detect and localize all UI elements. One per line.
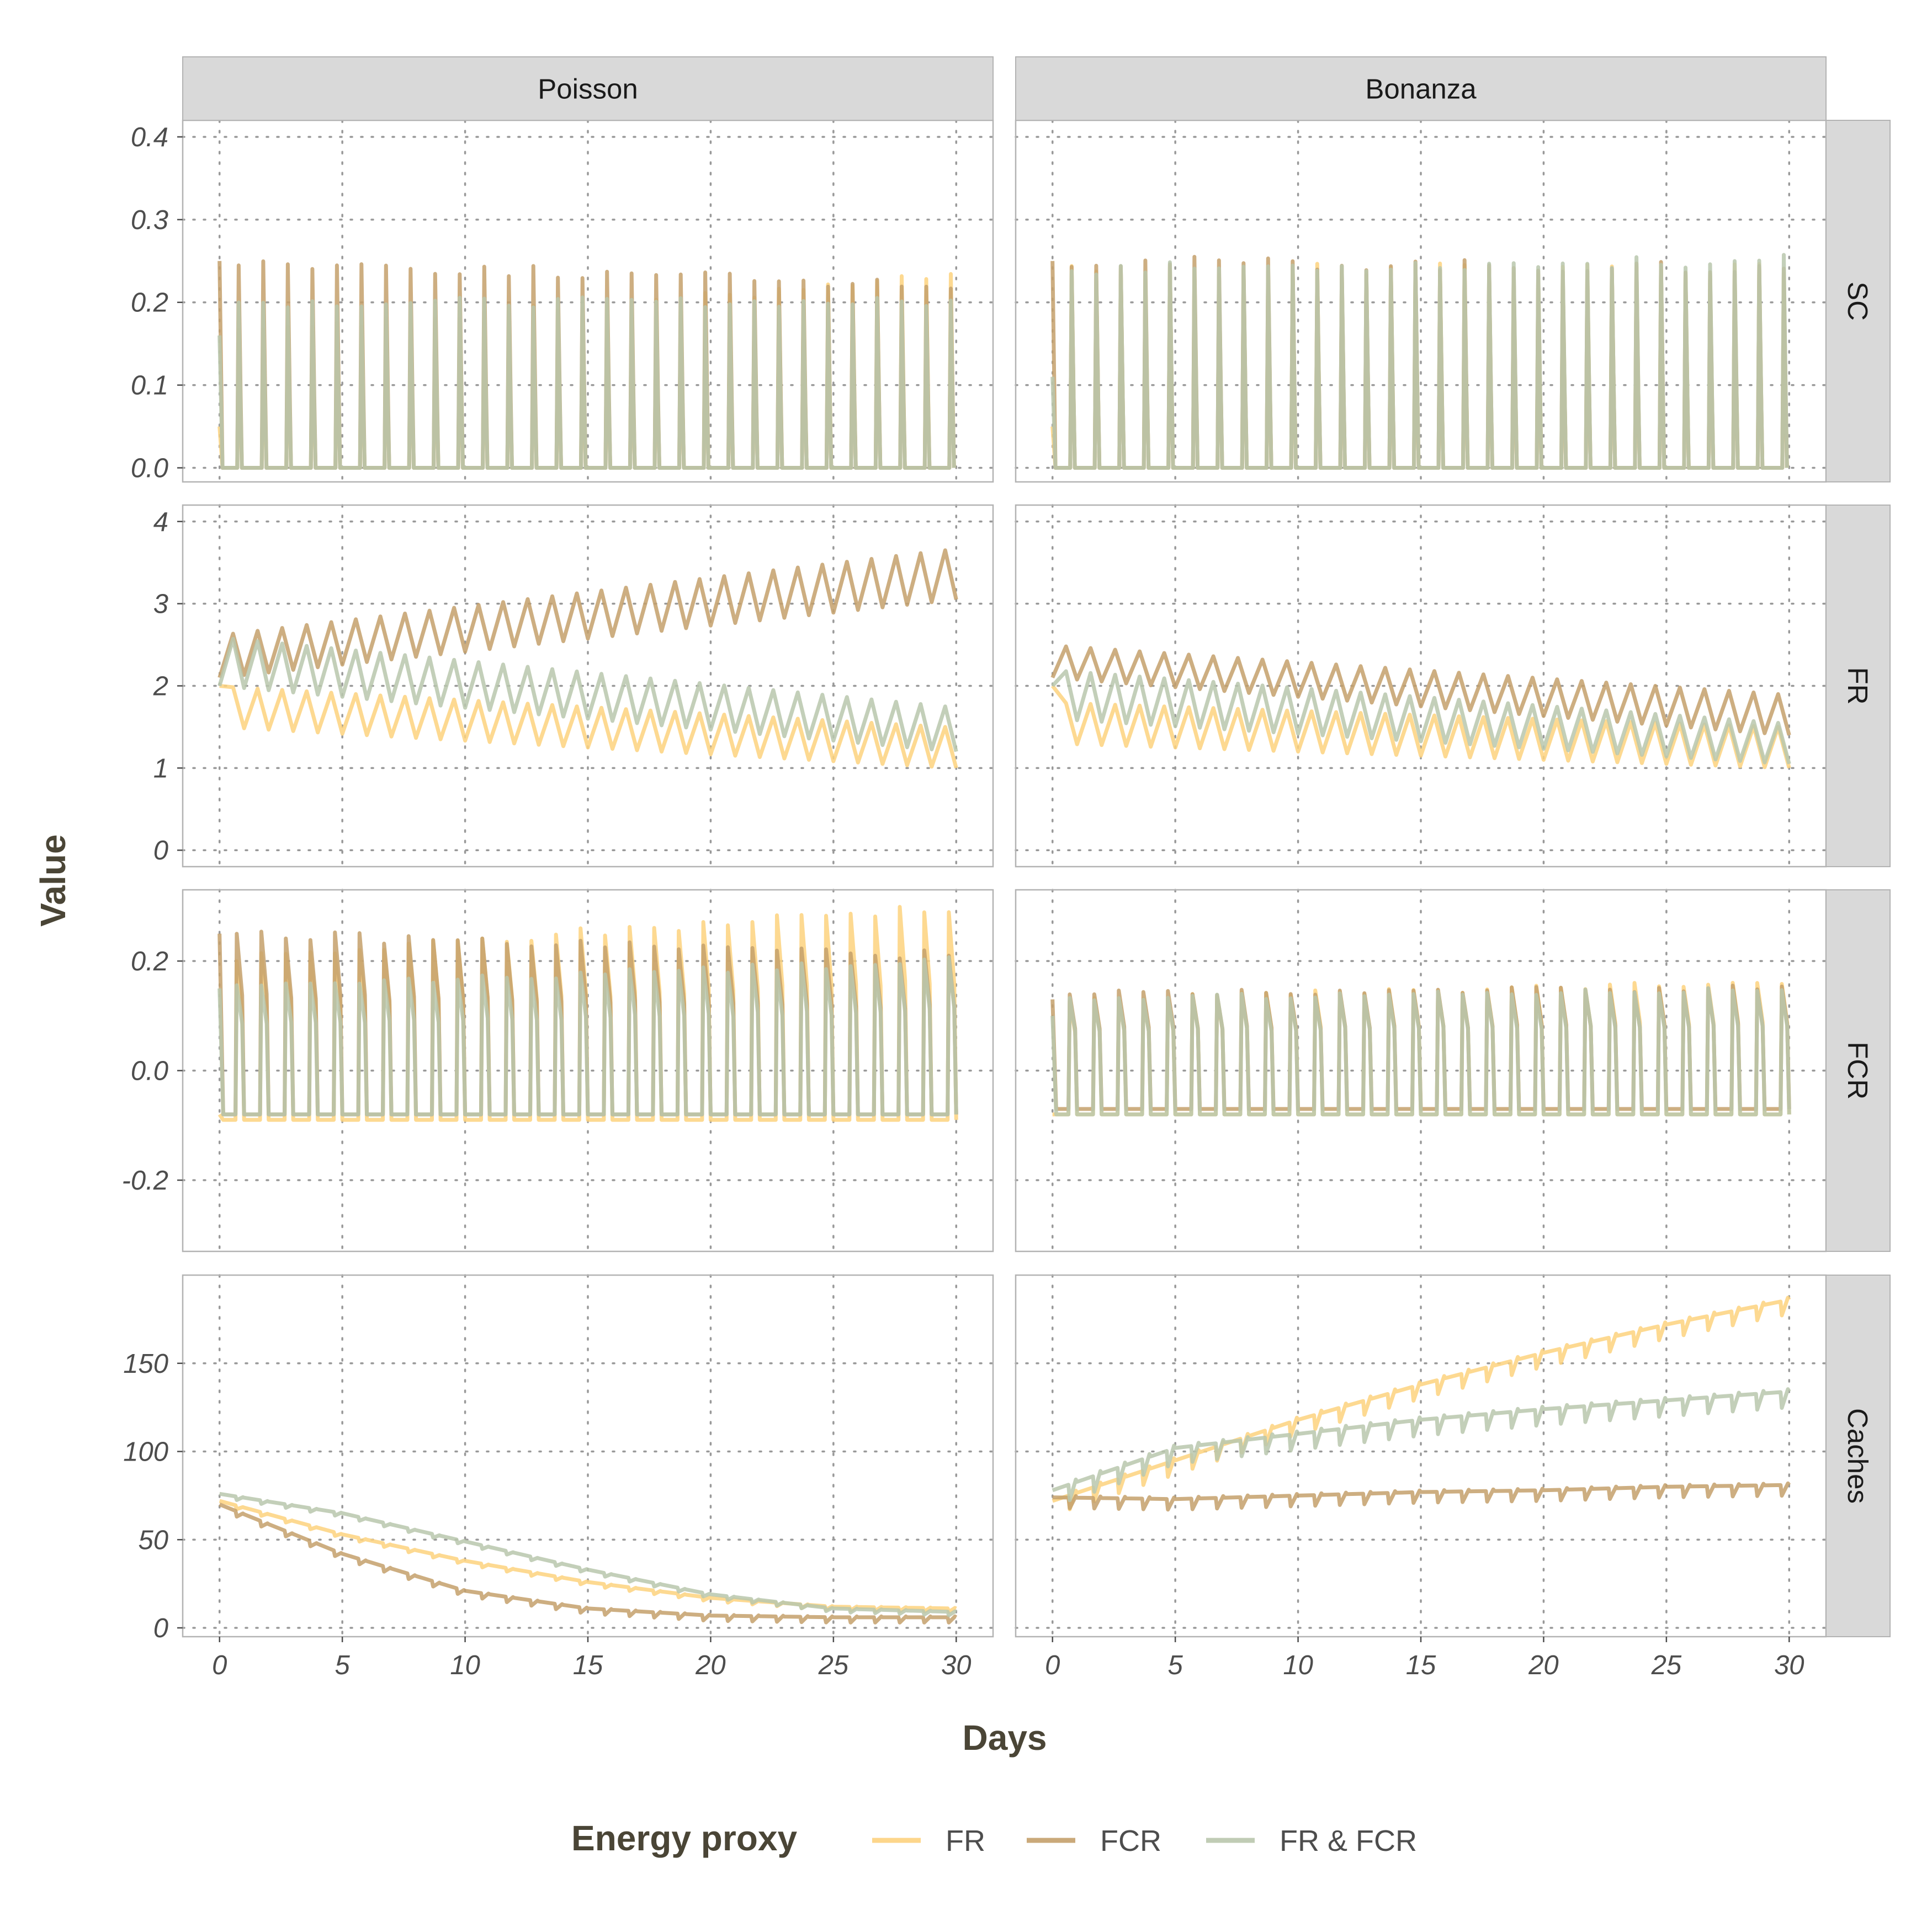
y-tick-label-fr-4: 4: [153, 507, 168, 537]
x-tick-label-bonanza-5: 25: [1651, 1650, 1682, 1680]
y-tick-label-fcr-2: 0.2: [131, 947, 168, 976]
series-group-fcr-bonanza: [1050, 981, 1791, 1117]
x-tick-label-poisson-2: 10: [450, 1650, 480, 1680]
series-group-fr-bonanza: [1050, 644, 1791, 769]
legend-label-fr: FR: [946, 1824, 985, 1857]
x-tick-label-poisson-0: 0: [212, 1650, 227, 1680]
x-tick-label-bonanza-4: 20: [1528, 1650, 1559, 1680]
x-axis-title: Days: [963, 1718, 1047, 1758]
x-tick-label-bonanza-0: 0: [1045, 1650, 1060, 1680]
series-line-fr-fcr-caches-bonanza: [1052, 1387, 1791, 1503]
y-tick-label-sc-1: 0.1: [131, 371, 168, 401]
series-line-fr-fr-bonanza: [1050, 684, 1791, 769]
y-tick-label-caches-2: 100: [123, 1437, 168, 1467]
x-tick-label-poisson-4: 20: [695, 1650, 726, 1680]
series-line-fr-caches-bonanza: [1052, 1296, 1791, 1511]
series-line-fr-fr-poisson: [219, 684, 958, 769]
y-tick-label-fr-0: 0: [153, 836, 168, 866]
x-tick-label-bonanza-2: 10: [1283, 1650, 1313, 1680]
strip-label-sc: SC: [1842, 282, 1873, 321]
x-tick-label-poisson-1: 5: [335, 1650, 351, 1680]
x-tick-label-poisson-6: 30: [941, 1650, 972, 1680]
y-tick-label-sc-4: 0.4: [131, 123, 168, 152]
series-line-fr-fcr-fr-bonanza: [1051, 669, 1791, 765]
data-series: [217, 253, 1791, 1625]
y-tick-label-fcr-1: 0.0: [131, 1057, 168, 1086]
strip-sc: [1825, 120, 1891, 482]
series-group-fr-poisson: [217, 548, 958, 769]
strip-labels: Poisson Bonanza SC FR FCR Caches: [182, 56, 1891, 1637]
y-tick-label-sc-3: 0.3: [131, 205, 168, 235]
strip-caches: [1825, 1275, 1891, 1637]
strip-label-bonanza: Bonanza: [1365, 73, 1477, 105]
y-tick-label-caches-1: 50: [138, 1525, 168, 1555]
series-group-caches-bonanza: [1052, 1296, 1791, 1512]
strip-label-poisson: Poisson: [538, 73, 638, 105]
legend-label-fcr: FCR: [1100, 1824, 1161, 1857]
series-line-fcr-caches-bonanza: [1052, 1481, 1791, 1512]
series-group-sc-bonanza: [1050, 253, 1789, 470]
y-tick-label-sc-0: 0.0: [131, 454, 168, 484]
series-line-fr-fcr-caches-poisson: [219, 1492, 957, 1617]
legend: Energy proxy FR FCR FR & FCR: [571, 1818, 1417, 1858]
series-group-caches-poisson: [219, 1492, 958, 1625]
strip-fr: [1825, 505, 1891, 867]
series-line-fr-fcr-sc-bonanza: [1050, 253, 1789, 470]
axis-ticks: 0.00.10.20.30.401234-0.20.00.20501001500…: [122, 123, 1804, 1680]
strip-label-fr: FR: [1842, 667, 1873, 705]
y-tick-label-fr-1: 1: [153, 753, 168, 783]
strip-label-fcr: FCR: [1842, 1042, 1873, 1100]
x-tick-label-bonanza-1: 5: [1168, 1650, 1183, 1680]
strip-poisson: [182, 56, 994, 121]
series-group-sc-poisson: [217, 259, 956, 470]
strip-label-caches: Caches: [1842, 1408, 1873, 1504]
y-tick-label-caches-3: 150: [123, 1349, 168, 1379]
legend-title: Energy proxy: [571, 1818, 797, 1858]
series-line-fcr-caches-poisson: [219, 1503, 958, 1625]
y-tick-label-fcr-0: -0.2: [122, 1166, 168, 1196]
y-axis-title: Value: [33, 834, 73, 926]
y-tick-label-fr-2: 2: [153, 672, 168, 702]
strip-fcr: [1825, 889, 1891, 1252]
x-tick-label-bonanza-3: 15: [1406, 1650, 1436, 1680]
series-line-fr-fcr-sc-poisson: [217, 295, 956, 470]
y-tick-label-caches-0: 0: [153, 1613, 168, 1643]
series-line-fcr-fr-bonanza: [1050, 644, 1791, 736]
series-line-fr-fcr-fcr-bonanza: [1050, 986, 1791, 1117]
x-tick-label-poisson-3: 15: [573, 1650, 603, 1680]
legend-label-fr-fcr: FR & FCR: [1280, 1824, 1417, 1857]
x-tick-label-poisson-5: 25: [818, 1650, 849, 1680]
strip-bonanza: [1015, 56, 1827, 121]
y-tick-label-sc-2: 0.2: [131, 288, 168, 318]
series-line-fr-fcr-fcr-poisson: [217, 955, 958, 1117]
x-tick-label-bonanza-6: 30: [1774, 1650, 1804, 1680]
y-tick-label-fr-3: 3: [153, 590, 168, 619]
series-line-fr-fcr-fr-poisson: [217, 636, 958, 752]
series-line-fcr-fr-poisson: [217, 548, 958, 678]
series-group-fcr-poisson: [217, 905, 958, 1122]
